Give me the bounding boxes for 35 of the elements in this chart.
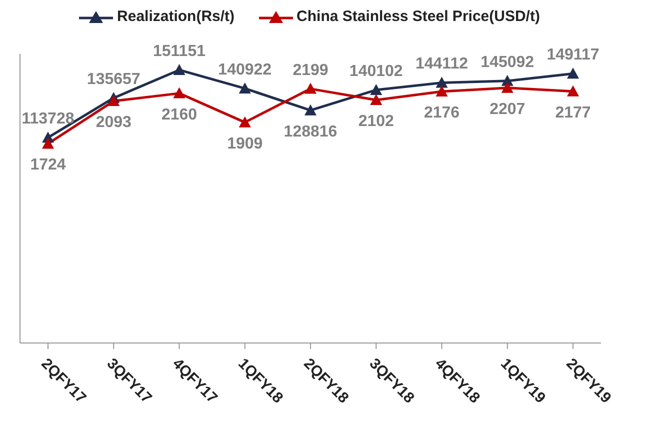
data-label: 2176 [424,104,460,122]
data-label: 140922 [218,61,272,78]
point [370,94,382,106]
point [173,64,186,75]
data-label: 2177 [555,104,591,122]
data-label: 128816 [284,123,338,140]
data-label: 1724 [30,156,66,174]
point [567,68,579,79]
point [238,116,251,128]
data-label: 2199 [292,62,328,79]
point [370,84,382,95]
legend-label: Realization(Rs/t) [116,8,235,25]
data-label: 2093 [96,114,132,132]
data-label: 144112 [415,56,468,73]
legend-label: China Stainless Steel Price(USD/t) [296,8,540,25]
data-label: 135657 [86,70,140,88]
point [436,85,448,96]
point [501,82,514,93]
data-label: 140102 [349,62,403,80]
point [108,95,120,106]
data-label: 145092 [480,54,534,71]
data-label: 2102 [358,113,394,130]
data-label: 1909 [227,135,263,152]
point [173,87,186,98]
point [567,85,579,96]
data-label: 2160 [161,106,198,124]
point [238,82,251,94]
point [436,76,448,88]
point [42,138,54,149]
data-label: 2207 [490,100,526,118]
point [304,104,316,116]
data-label: 113728 [22,110,74,128]
data-label: 151151 [152,42,206,60]
point [304,82,316,94]
data-label: 149117 [546,46,600,64]
